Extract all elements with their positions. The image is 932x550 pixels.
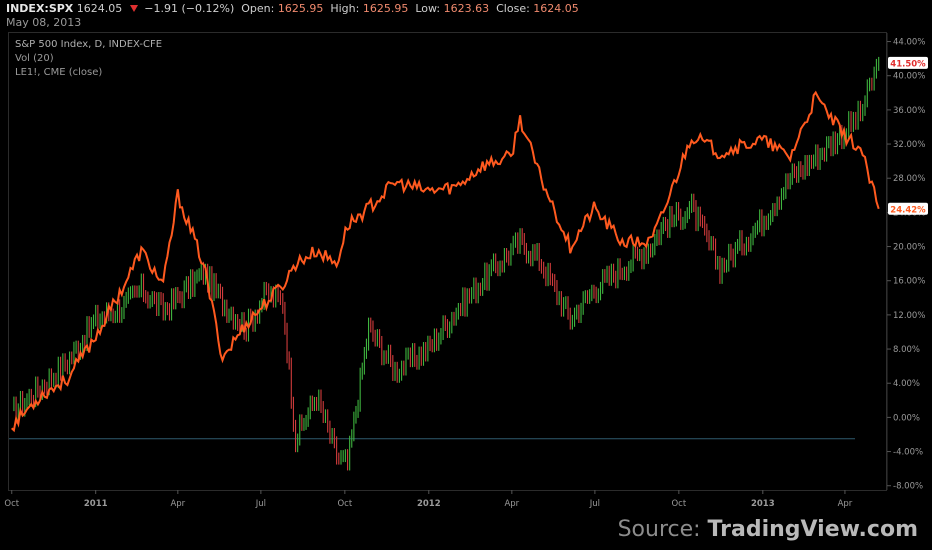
x-tick-label: 2013 — [751, 499, 775, 509]
le1-series-line — [11, 90, 880, 433]
spx-last-badge — [888, 56, 928, 69]
x-tick-label: Apr — [504, 499, 519, 509]
le1-last-badge — [888, 202, 928, 215]
y-tick-label: 12.00% — [893, 311, 925, 321]
spx-last-badge-label: 41.50% — [890, 59, 926, 69]
low-label: Low: — [415, 2, 441, 15]
close-label: Close: — [496, 2, 530, 15]
price-change: −1.91 (−0.12%) — [144, 2, 235, 15]
x-tick-label: Oct — [337, 499, 352, 509]
y-tick-label: 40.00% — [893, 72, 925, 82]
down-arrow-icon — [129, 5, 138, 12]
source-credit: Source: TradingView.com — [618, 517, 918, 542]
chart-legend: S&P 500 Index, D, INDEX-CFE Vol (20) LE1… — [15, 38, 162, 80]
le1-last-badge-label: 24.42% — [890, 205, 926, 215]
y-tick-label: 32.00% — [893, 140, 925, 150]
bar-date: May 08, 2013 — [6, 16, 82, 29]
y-tick-label: 20.00% — [893, 243, 925, 253]
legend-le1[interactable]: LE1!, CME (close) — [15, 67, 103, 78]
tradingview-logo: TradingView.com — [707, 517, 918, 542]
x-tick-label: 2012 — [417, 499, 441, 509]
y-tick-label: 0.00% — [893, 413, 920, 423]
last-price: 1624.05 — [76, 2, 123, 15]
open-label: Open: — [241, 2, 275, 15]
y-tick-label: 8.00% — [893, 345, 920, 355]
y-tick-label: 16.00% — [893, 277, 925, 287]
x-tick-label: 2011 — [84, 499, 108, 509]
high-value: 1625.95 — [362, 2, 409, 15]
y-tick-label: -4.00% — [893, 448, 923, 458]
low-value: 1623.63 — [443, 2, 490, 15]
x-tick-label: Oct — [671, 499, 686, 509]
x-tick-label: Oct — [4, 499, 19, 509]
legend-spx[interactable]: S&P 500 Index, D, INDEX-CFE — [15, 39, 163, 50]
symbol-header: INDEX:SPX 1624.05 −1.91 (−0.12%) Open: 1… — [6, 2, 579, 15]
source-prefix: Source: — [617, 517, 708, 542]
legend-volume[interactable]: Vol (20) — [15, 53, 54, 64]
symbol-name[interactable]: INDEX:SPX — [6, 2, 74, 15]
y-tick-label: -8.00% — [893, 482, 923, 492]
x-tick-label: Jul — [589, 499, 600, 509]
high-label: High: — [330, 2, 360, 15]
open-value: 1625.95 — [277, 2, 324, 15]
y-tick-label: 4.00% — [893, 379, 920, 389]
y-tick-label: 28.00% — [893, 174, 925, 184]
y-tick-label: 44.00% — [893, 38, 925, 48]
close-value: 1624.05 — [533, 2, 579, 15]
y-tick-label: 36.00% — [893, 106, 925, 116]
x-tick-label: Apr — [170, 499, 185, 509]
x-tick-label: Apr — [838, 499, 853, 509]
x-tick-label: Jul — [255, 499, 266, 509]
